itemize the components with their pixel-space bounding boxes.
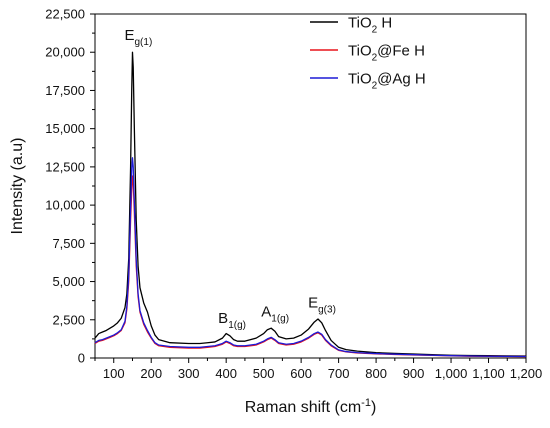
y-tick-label: 12,500 (45, 159, 85, 174)
y-tick-label: 5,000 (52, 274, 85, 289)
peak-label-3: A1(g) (261, 304, 289, 325)
peak-label-1: Eg(1) (124, 27, 152, 48)
x-tick-label: 500 (253, 366, 275, 381)
peak-label-4: Eg(3) (308, 295, 336, 316)
y-tick-label: 20,000 (45, 45, 85, 60)
x-tick-label: 600 (290, 366, 312, 381)
y-tick-label: 15,000 (45, 121, 85, 136)
y-tick-label: 10,000 (45, 198, 85, 213)
x-tick-label: 200 (140, 366, 162, 381)
x-tick-label: 1,200 (510, 366, 543, 381)
y-tick-label: 22,500 (45, 7, 85, 22)
series-layer (94, 51, 527, 358)
x-tick-label: 400 (215, 366, 237, 381)
x-axis-label: Raman shift (cm-1) (245, 397, 377, 416)
y-tick-label: 2,500 (52, 312, 85, 327)
legend-label-3: TiO2@Ag H (348, 71, 426, 92)
x-tick-label: 900 (403, 366, 425, 381)
y-tick-label: 7,500 (52, 236, 85, 251)
x-tick-label: 100 (103, 366, 125, 381)
x-tick-label: 1,000 (435, 366, 468, 381)
series-line-3 (94, 157, 527, 358)
y-axis-label: Intensity (a.u) (9, 138, 26, 235)
legend-label-2: TiO2@Fe H (348, 43, 425, 64)
legend-label-1: TiO2 H (348, 15, 392, 36)
y-tick-label: 0 (78, 351, 85, 366)
legend: TiO2 H TiO2@Fe H TiO2@Ag H (310, 15, 426, 92)
annotation-layer: Eg(1) B1(g) A1(g) Eg(3) (124, 27, 335, 331)
x-tick-label: 300 (178, 366, 200, 381)
peak-label-2: B1(g) (218, 310, 246, 331)
ticks-layer: 100 200 300 400 500 600 700 800 900 1,000 1,100 1,2… (45, 7, 542, 382)
x-tick-label: 800 (365, 366, 387, 381)
y-tick-label: 17,500 (45, 83, 85, 98)
x-tick-label: 700 (328, 366, 350, 381)
x-tick-label: 1,100 (472, 366, 505, 381)
